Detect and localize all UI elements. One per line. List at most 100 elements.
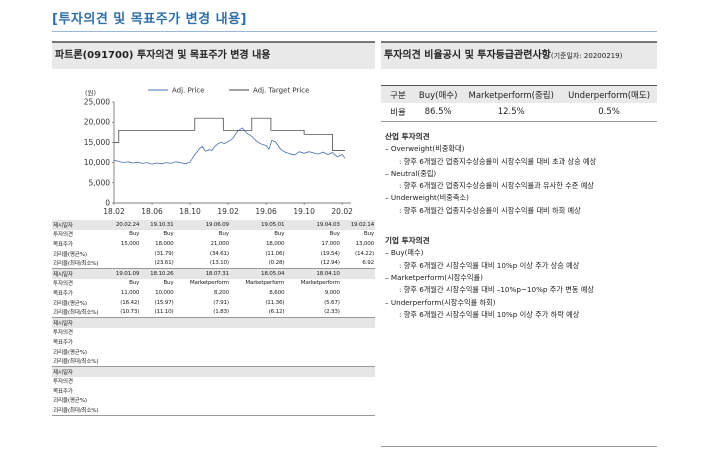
- table-cell: [106, 328, 140, 338]
- table-cell: [285, 356, 341, 367]
- table-cell: [285, 328, 340, 338]
- table-cell: 투자의견: [53, 330, 73, 337]
- table-cell: [229, 356, 286, 367]
- table-cell: [140, 317, 175, 328]
- table-cell: 괴리율(최대/최소%): [52, 405, 106, 416]
- x-tick-label: 19.02: [217, 207, 239, 216]
- ratio-header-row: 구분 Buy(매수) Marketperform(중립) Underperfor…: [381, 85, 657, 103]
- ratio-cell: 0.5%: [561, 103, 657, 122]
- right-panel: 투자의견 비율공시 및 투자등급관련사항(기준일자: 20200219) 구분 …: [381, 41, 657, 447]
- table-cell: 19.01.09: [106, 268, 141, 279]
- company-item-label: – Underperform(시장수익률 하회): [385, 297, 496, 307]
- table-cell: [285, 386, 340, 396]
- table-cell: [106, 347, 140, 357]
- table-row: 괴리율(최대/최소%): [52, 356, 375, 367]
- company-item-desc: : 향후 6개월간 시장수익률 대비 10%p 이상 주가 하락 예상: [399, 309, 580, 319]
- table-cell: (6.12): [229, 307, 286, 318]
- table-row: 목표주가: [52, 337, 375, 347]
- table-cell: Marketperform: [300, 280, 340, 287]
- company-item-label: – Marketperform(시장수익률): [385, 272, 483, 282]
- table-cell: [285, 405, 341, 416]
- table-row: 괴리율(최대/최소%) (10.73) (11.10) (1.83) (6.12) (2.…: [52, 307, 375, 318]
- table-cell: (23.61): [140, 258, 175, 269]
- table-cell: 목표주가: [53, 339, 73, 346]
- table-cell: [106, 396, 140, 406]
- y-tick-label: 5,000: [89, 178, 111, 187]
- table-cell: [341, 288, 375, 298]
- table-cell: (11.06): [265, 250, 285, 257]
- table-cell: (34.61): [209, 250, 229, 257]
- table-date-row: 제시일자: [52, 317, 375, 328]
- ratio-header: 구분: [381, 85, 415, 103]
- ratio-cell: 비율: [381, 103, 415, 122]
- table-cell: Buy: [329, 231, 340, 238]
- table-row: 괴리율(최대/최소%): [52, 405, 375, 416]
- page-title: [투자의견 및 목표주가 변경 내용]: [52, 12, 247, 27]
- table-cell: [341, 347, 375, 357]
- table-cell: [285, 366, 341, 377]
- industry-opinion-section: 산업 투자의견 – Overweight(비중확대) : 향후 6개월간 업종지…: [381, 131, 657, 217]
- ratio-table: 구분 Buy(매수) Marketperform(중립) Underperfor…: [381, 85, 657, 122]
- table-cell: 투자의견: [53, 281, 73, 288]
- industry-item-desc: : 향후 6개월간 업종지수상승률이 시장수익률과 유사한 수준 예상: [399, 181, 594, 191]
- table-cell: [340, 366, 375, 377]
- table-row: 투자의견 Buy Buy Marketperform Marketperform Mark…: [52, 279, 375, 289]
- table-cell: [140, 386, 174, 396]
- table-cell: [106, 386, 140, 396]
- table-cell: [174, 405, 230, 416]
- y-tick-label: 0: [105, 199, 110, 208]
- x-tick-label: 18.06: [141, 207, 163, 216]
- table-cell: [340, 356, 375, 367]
- industry-item-label: – Underweight(비중축소): [385, 193, 469, 203]
- table-cell: [140, 366, 175, 377]
- right-panel-title-text: 투자의견 비율공시 및 투자등급관련사항: [384, 50, 551, 61]
- table-cell: Buy: [218, 231, 229, 238]
- table-cell: 9,000: [324, 289, 340, 296]
- table-cell: 제시일자: [52, 317, 106, 328]
- table-cell: [340, 405, 375, 416]
- table-cell: [340, 268, 375, 279]
- table-cell: [174, 328, 229, 338]
- table-row: 투자의견: [52, 377, 375, 387]
- table-cell: [106, 377, 140, 387]
- table-cell: 18.05.04: [229, 268, 286, 279]
- table-cell: (0.28): [229, 258, 286, 269]
- table-cell: 21,000: [210, 240, 230, 247]
- y-tick-label: 25,000: [84, 98, 110, 107]
- table-cell: 목표주가: [53, 388, 73, 395]
- table-cell: 투자의견: [53, 232, 73, 239]
- table-row: 목표주가 11,000 10,000 8,200 8,600 9,000: [52, 288, 375, 298]
- table-cell: (1.83): [174, 307, 230, 318]
- table-cell: Buy: [274, 231, 285, 238]
- table-cell: Buy: [163, 231, 174, 238]
- table-cell: [230, 377, 285, 387]
- table-cell: [106, 258, 141, 269]
- table-cell: (7.91): [213, 299, 229, 306]
- table-cell: [230, 347, 285, 357]
- table-cell: (12.94): [285, 258, 341, 269]
- table-cell: Buy: [129, 280, 140, 287]
- table-cell: 제시일자: [52, 268, 106, 279]
- table-cell: 괴리율(최대/최소%): [52, 258, 106, 269]
- table-cell: [340, 317, 375, 328]
- table-cell: Buy: [363, 231, 374, 238]
- table-row: 목표주가: [52, 386, 375, 396]
- y-tick-label: 10,000: [84, 158, 110, 167]
- company-opinion-section: 기업 투자의견 – Buy(매수) : 향후 6개월간 시장수익률 대비 10%…: [381, 235, 657, 321]
- table-cell: (11.10): [140, 307, 175, 318]
- ratio-cell: 86.5%: [415, 103, 462, 122]
- x-tick-label: 20.02: [331, 207, 353, 216]
- table-cell: (31.79): [154, 250, 174, 257]
- table-cell: [106, 337, 140, 347]
- y-unit-label: (원): [85, 88, 96, 97]
- table-cell: [174, 356, 230, 367]
- table-cell: 괴리율(최대/최소%): [52, 356, 106, 367]
- table-cell: [229, 366, 286, 377]
- table-cell: [341, 298, 375, 308]
- table-cell: (5.67): [324, 299, 340, 306]
- table-cell: 괴리율(평균%): [53, 300, 87, 307]
- ratio-header: Marketperform(중립): [461, 85, 562, 103]
- table-cell: [140, 328, 174, 338]
- table-cell: [140, 337, 174, 347]
- table-cell: [140, 356, 175, 367]
